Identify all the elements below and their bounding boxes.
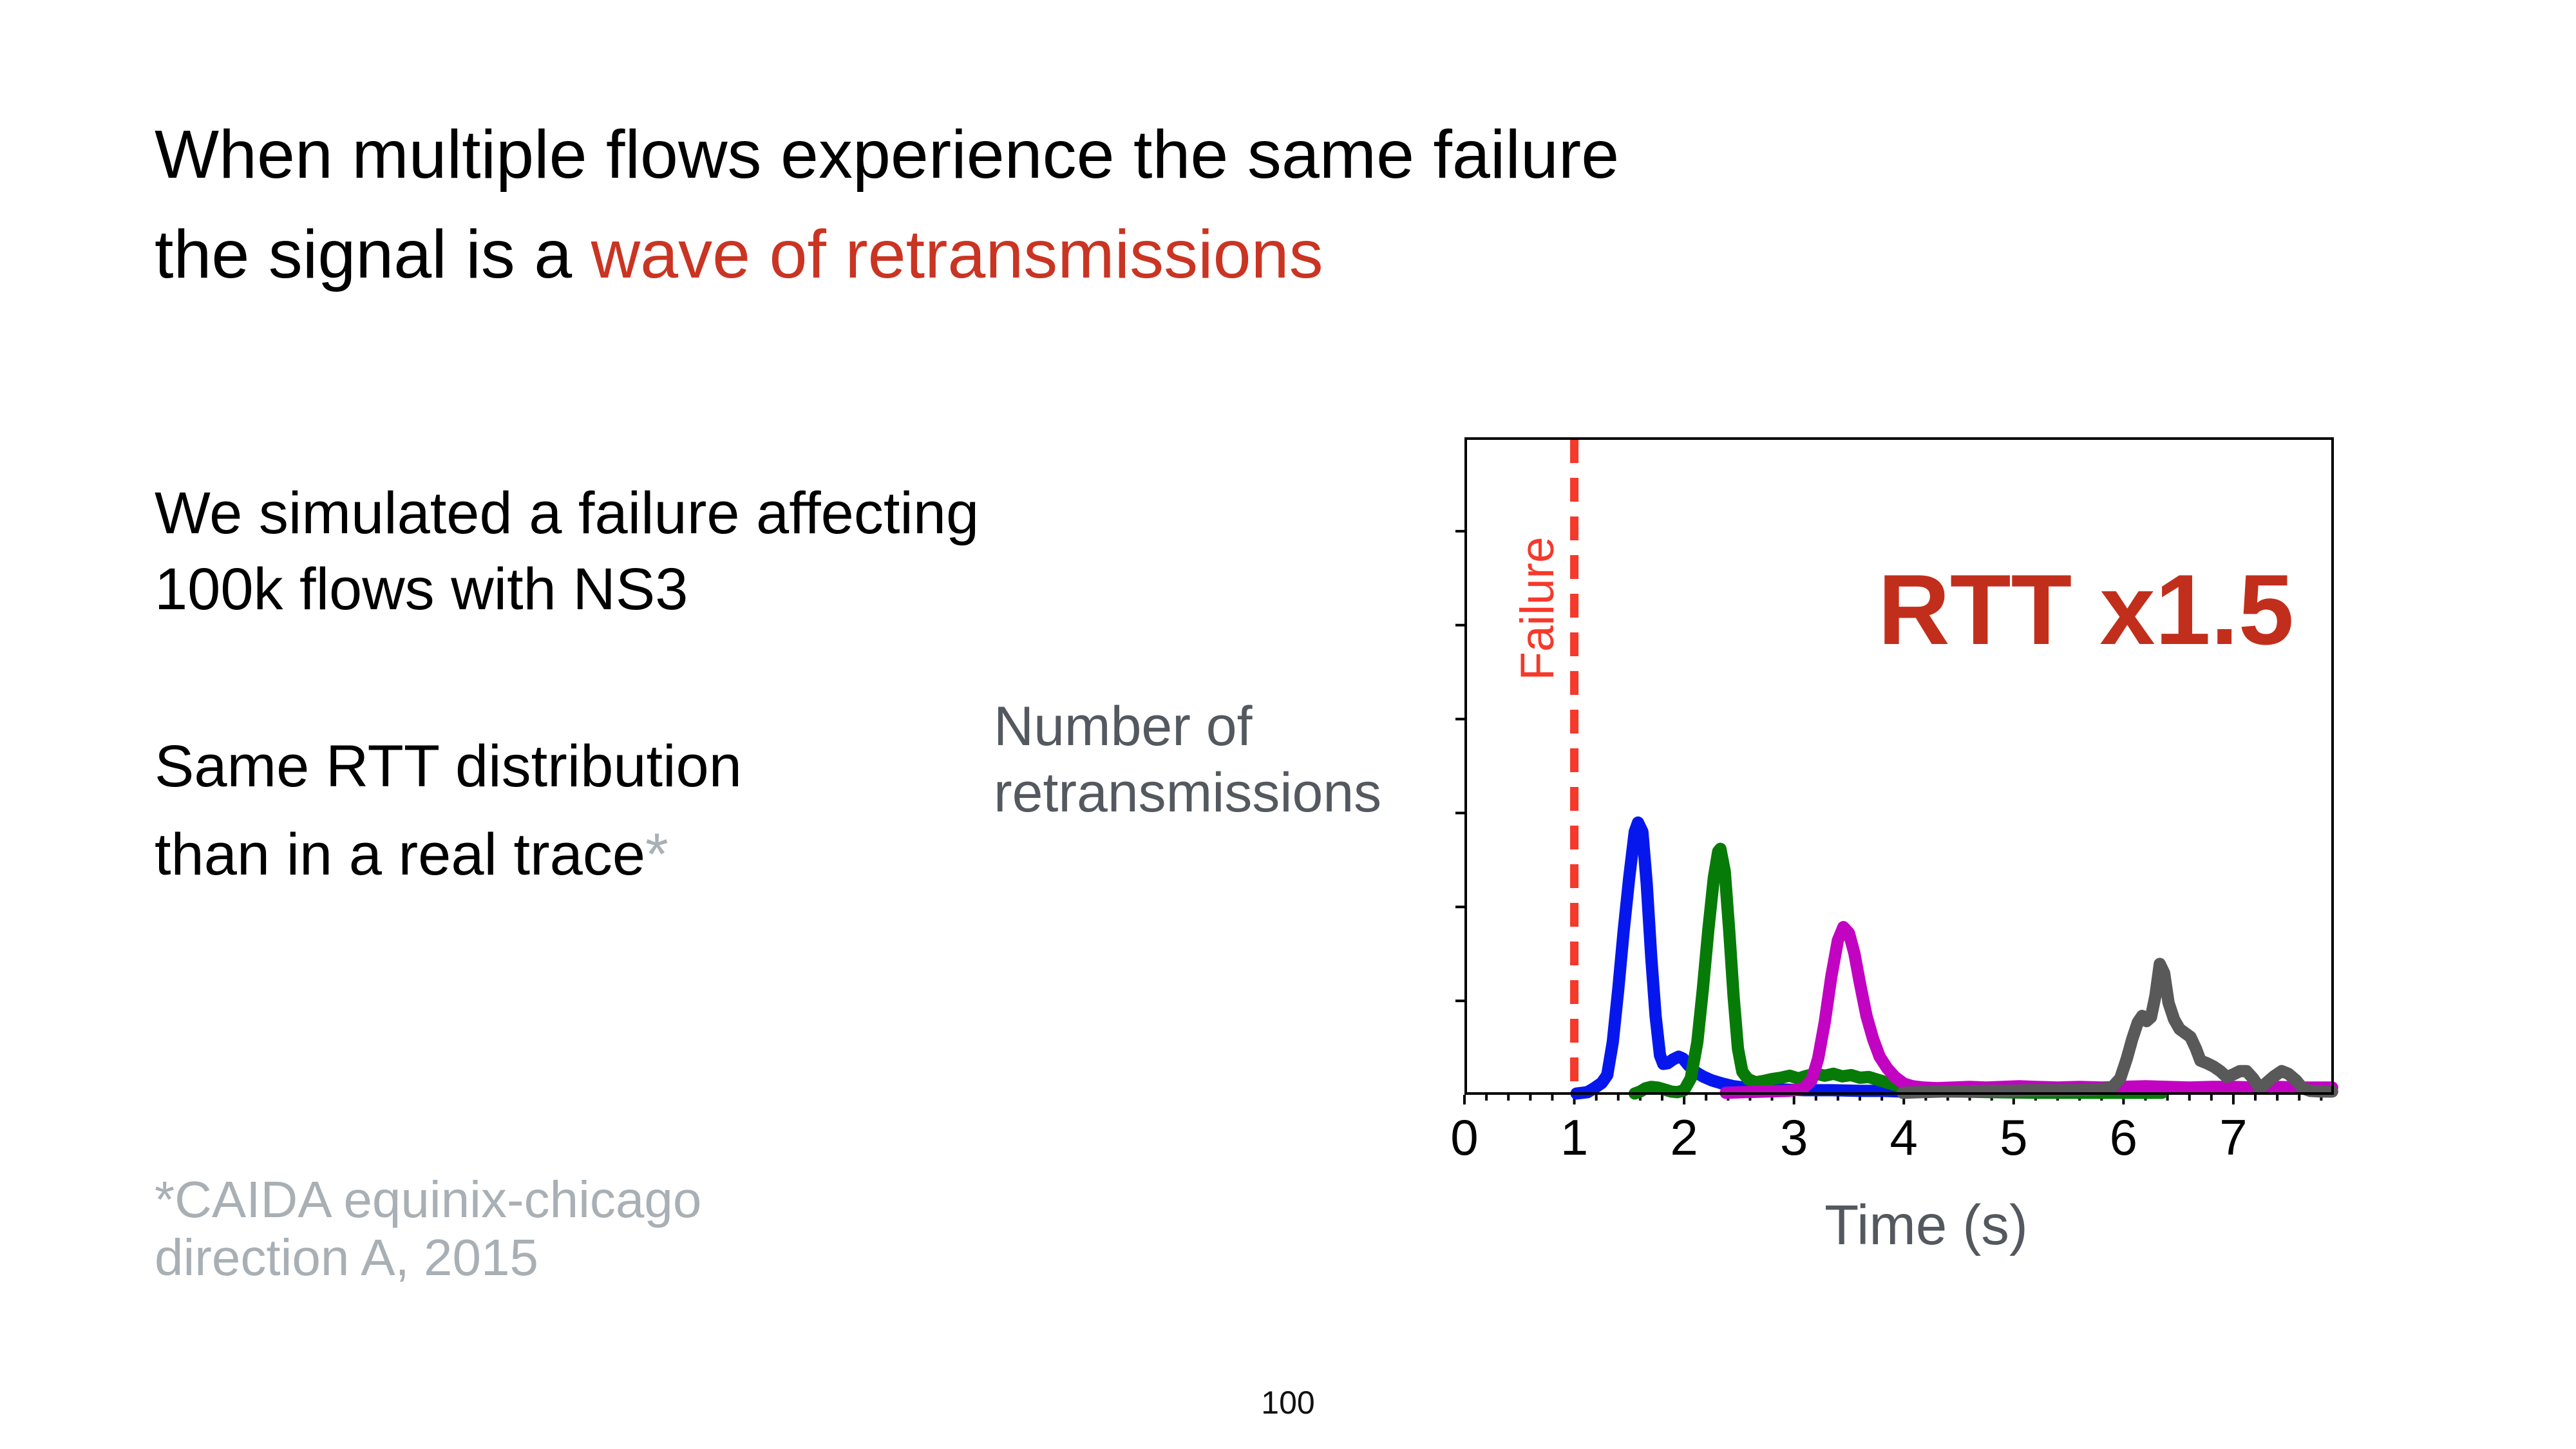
slide-title-line-1: When multiple flows experience the same … (155, 117, 1620, 193)
failure-line-label: Failure (1511, 536, 1564, 681)
x-tick-label-7: 7 (2219, 1109, 2248, 1166)
x-tick-label-6: 6 (2109, 1109, 2138, 1166)
retransmission-wave-4-curve (1897, 958, 2338, 1099)
retransmission-chart (1455, 437, 2338, 1104)
page-number: 100 (1261, 1385, 1315, 1421)
footnote-marker: * (645, 822, 668, 887)
paragraph2-line1: Same RTT distribution (155, 734, 742, 799)
x-tick-label-4: 4 (1889, 1109, 1918, 1166)
paragraph1-line2: 100k flows with NS3 (155, 556, 688, 622)
footnote-line1: *CAIDA equinix-chicago (155, 1171, 702, 1228)
paragraph1-line1: We simulated a failure affecting (155, 480, 980, 546)
slide-title-highlight: wave of retransmissions (591, 216, 1323, 292)
plot-frame (1464, 437, 2334, 1095)
footnote-line2: direction A, 2015 (155, 1229, 538, 1286)
slide-title-line-2-prefix: the signal is a (155, 216, 591, 292)
chart-xlabel: Time (s) (1824, 1194, 2028, 1256)
y-axis-ticks (1455, 529, 1464, 1003)
paragraph2-line2: than in a real trace* (155, 825, 668, 884)
x-tick-label-1: 1 (1560, 1109, 1589, 1166)
x-axis-tick-labels: 0 1 2 3 4 5 6 7 (1450, 1109, 2334, 1166)
chart-ylabel-line2: retransmissions (994, 762, 1382, 824)
x-tick-label-3: 3 (1779, 1109, 1808, 1166)
chart-ylabel-line1: Number of (994, 696, 1253, 757)
x-tick-label-0: 0 (1450, 1109, 1479, 1166)
paragraph2-line2-text: than in a real trace (155, 822, 646, 887)
x-tick-label-5: 5 (2000, 1109, 2028, 1166)
x-tick-label-2: 2 (1670, 1109, 1698, 1166)
retransmission-wave-2-curve (1628, 842, 2168, 1100)
slide-title-line-2: the signal is a wave of retransmissions (155, 220, 1323, 289)
rtt-annotation: RTT x1.5 (1877, 554, 2294, 665)
